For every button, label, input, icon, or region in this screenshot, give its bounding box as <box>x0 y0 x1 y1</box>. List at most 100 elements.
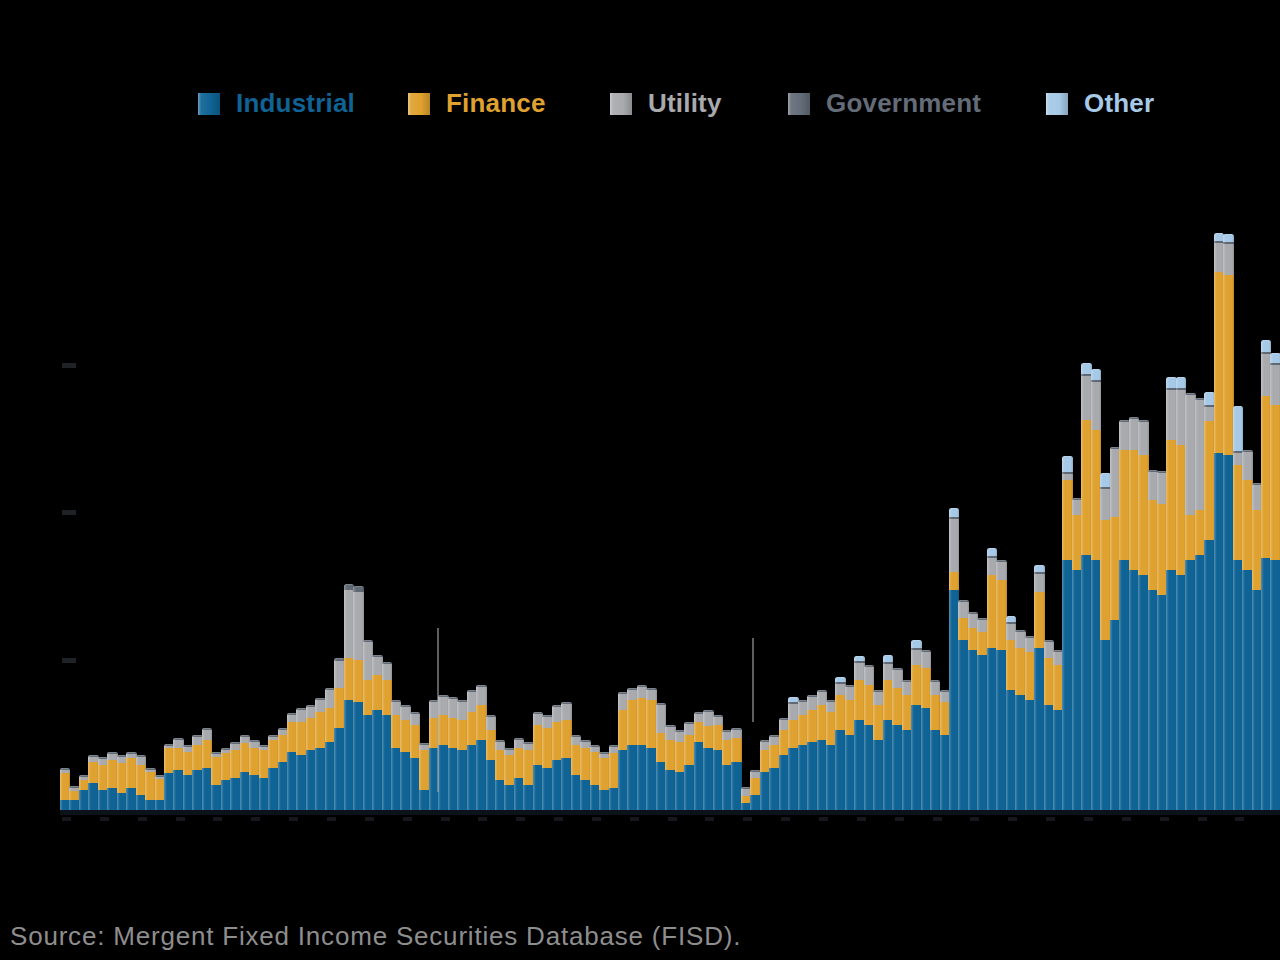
bar-0-government-segment <box>60 768 70 770</box>
bar-53-utility-segment <box>561 704 571 720</box>
x-tick <box>289 817 298 821</box>
x-tick <box>630 817 639 821</box>
bar-100-other-segment <box>1006 616 1016 622</box>
legend-label: Finance <box>446 88 546 119</box>
bar-103-government-segment <box>1034 572 1044 574</box>
bar-68-government-segment <box>703 710 713 712</box>
bar-99-utility-segment <box>996 562 1006 580</box>
bar-69-government-segment <box>713 715 723 717</box>
x-tick <box>213 817 222 821</box>
x-tick <box>1122 817 1131 821</box>
bar-125-government-segment <box>1242 450 1252 452</box>
legend-swatch-finance <box>408 93 430 115</box>
bar-114-utility-segment <box>1138 422 1148 455</box>
bar-8-utility-segment <box>136 757 146 765</box>
bar-109-utility-segment <box>1091 382 1101 430</box>
x-tick <box>176 817 185 821</box>
bar-44-government-segment <box>476 685 486 687</box>
bar-61-government-segment <box>637 685 647 687</box>
x-tick <box>100 817 109 821</box>
bar-123-utility-segment <box>1223 244 1233 275</box>
bar-87-government-segment <box>883 662 893 664</box>
legend-label: Utility <box>648 88 722 119</box>
bar-69-utility-segment <box>713 717 723 725</box>
bar-106-other-segment <box>1062 456 1072 472</box>
bar-119-government-segment <box>1185 393 1195 395</box>
bar-128-finance-segment <box>1270 405 1280 560</box>
bar-40-government-segment <box>438 695 448 697</box>
bar-106-utility-segment <box>1062 474 1072 480</box>
bar-41-government-segment <box>448 697 458 699</box>
legend-item-utility: Utility <box>610 88 722 119</box>
x-tick <box>743 817 752 821</box>
bar-34-utility-segment <box>382 664 392 680</box>
legend-item-government: Government <box>788 88 981 119</box>
bar-54-government-segment <box>571 735 581 737</box>
bar-34-government-segment <box>382 662 392 664</box>
bar-106-government-segment <box>1062 472 1072 474</box>
x-tick <box>1198 817 1207 821</box>
bar-37-government-segment <box>410 712 420 714</box>
bar-46-government-segment <box>495 740 505 742</box>
legend-item-industrial: Industrial <box>198 88 355 119</box>
bar-36-government-segment <box>400 705 410 707</box>
x-tick <box>819 817 828 821</box>
bar-118-other-segment <box>1176 377 1186 388</box>
bar-94-government-segment <box>949 517 959 519</box>
x-tick <box>554 817 563 821</box>
bar-101-government-segment <box>1015 630 1025 632</box>
bar-45-utility-segment <box>486 717 496 730</box>
bar-118-government-segment <box>1176 388 1186 390</box>
bar-113-government-segment <box>1129 417 1139 419</box>
x-tick <box>365 817 374 821</box>
bar-90-government-segment <box>911 648 921 650</box>
bar-53-government-segment <box>561 702 571 704</box>
bar-103-utility-segment <box>1034 574 1044 592</box>
bar-109-government-segment <box>1091 380 1101 382</box>
x-tick <box>62 817 71 821</box>
legend-label: Industrial <box>236 88 355 119</box>
bar-63-government-segment <box>656 703 666 705</box>
x-tick <box>933 817 942 821</box>
legend-label: Government <box>826 88 981 119</box>
bar-91-utility-segment <box>921 652 931 668</box>
bar-62-utility-segment <box>646 690 656 700</box>
dropline <box>752 638 754 722</box>
bar-92-government-segment <box>930 680 940 682</box>
x-tick <box>1084 817 1093 821</box>
x-tick <box>781 817 790 821</box>
x-tick <box>478 817 487 821</box>
bar-128-government-segment <box>1270 363 1280 365</box>
x-tick <box>1046 817 1055 821</box>
x-tick <box>138 817 147 821</box>
bar-85-government-segment <box>864 665 874 667</box>
bar-124-other-segment <box>1233 406 1243 451</box>
bar-99-government-segment <box>996 560 1006 562</box>
x-tick <box>327 817 336 821</box>
x-tick <box>895 817 904 821</box>
bar-114-government-segment <box>1138 420 1148 422</box>
bar-104-government-segment <box>1044 640 1054 642</box>
bar-94-utility-segment <box>949 519 959 572</box>
bar-0-utility-segment <box>60 770 70 773</box>
legend-label: Other <box>1084 88 1154 119</box>
x-tick <box>1008 817 1017 821</box>
x-tick <box>970 817 979 821</box>
x-axis-line <box>60 810 1280 815</box>
bar-37-utility-segment <box>410 714 420 725</box>
bar-87-other-segment <box>883 655 893 662</box>
bar-71-finance-segment <box>731 738 741 762</box>
bar-103-finance-segment <box>1034 592 1044 648</box>
legend-swatch-industrial <box>198 93 220 115</box>
bar-91-government-segment <box>921 650 931 652</box>
bar-82-other-segment <box>835 677 845 682</box>
bar-127-other-segment <box>1261 340 1271 352</box>
bar-5-government-segment <box>107 752 117 754</box>
bar-15-government-segment <box>202 728 212 730</box>
bar-32-government-segment <box>363 640 373 642</box>
legend-item-other: Other <box>1046 88 1154 119</box>
x-tick <box>705 817 714 821</box>
y-tick <box>62 658 76 663</box>
bar-103-other-segment <box>1034 565 1044 572</box>
bar-71-utility-segment <box>731 730 741 738</box>
